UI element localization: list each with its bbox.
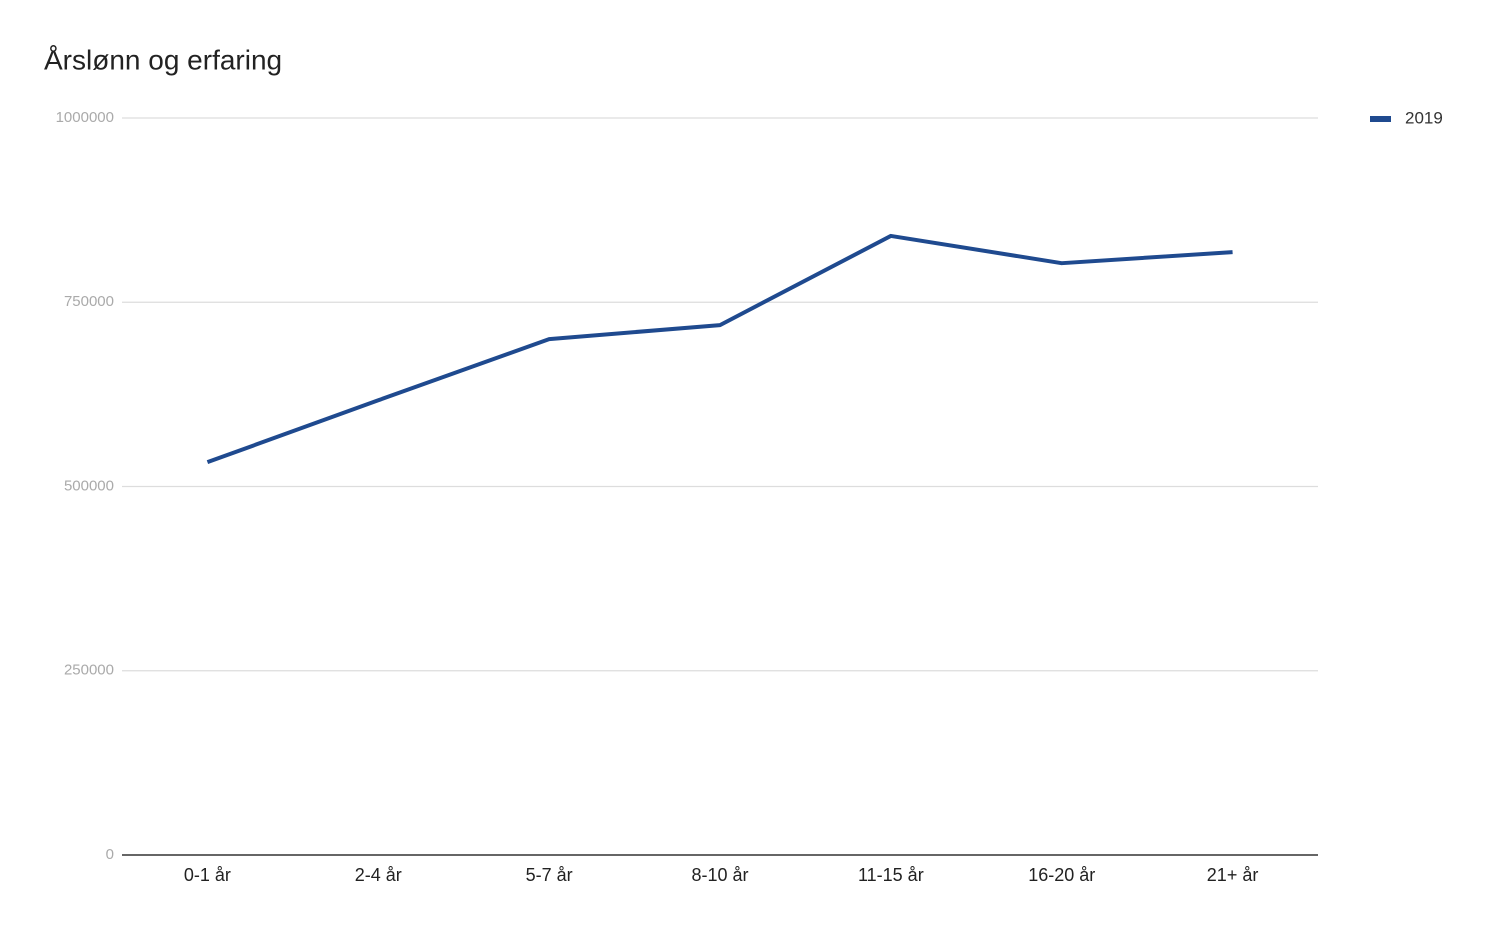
x-tick-label: 2-4 år: [355, 865, 402, 885]
y-tick-label: 500000: [64, 477, 114, 494]
legend-label: 2019: [1405, 108, 1443, 127]
x-tick-label: 11-15 år: [858, 865, 924, 885]
x-tick-label: 5-7 år: [526, 865, 573, 885]
x-tick-label: 0-1 år: [184, 865, 231, 885]
data-line: [206, 233, 1233, 465]
y-tick-label: 0: [106, 846, 114, 863]
x-tick-label: 21+ år: [1207, 865, 1259, 885]
legend-swatch: [1370, 116, 1391, 122]
x-tick-label: 8-10 år: [691, 865, 748, 885]
y-tick-label: 750000: [64, 293, 114, 310]
x-tick-label: 16-20 år: [1028, 865, 1095, 885]
chart-title: Årslønn og erfaring: [44, 44, 282, 75]
y-tick-label: 1000000: [56, 109, 114, 126]
y-tick-label: 250000: [64, 662, 114, 679]
